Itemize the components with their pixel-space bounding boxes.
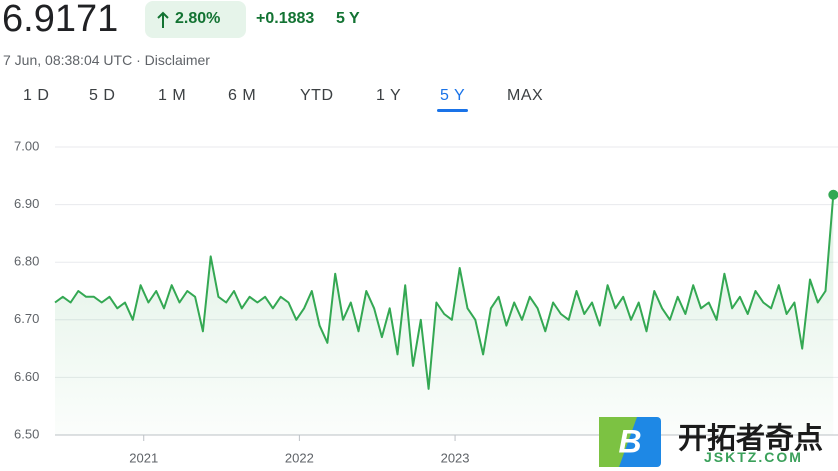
range-tab[interactable]: 5 Y — [440, 87, 466, 104]
price: 6.9171 — [2, 0, 119, 40]
range-tab[interactable]: YTD — [300, 87, 334, 104]
up-arrow-icon — [157, 11, 169, 28]
y-tick-label: 6.60 — [14, 369, 39, 384]
change-absolute: +0.1883 — [256, 10, 315, 27]
watermark-brand: 开拓者奇点 — [678, 423, 824, 455]
change-percent: 2.80% — [175, 10, 221, 27]
watermark-letter: B — [618, 423, 641, 459]
watermark-site: JSKTZ.COM — [704, 449, 803, 465]
change-period: 5 Y — [336, 10, 360, 27]
active-tab-underline — [437, 109, 468, 112]
watermark-icon: B — [599, 417, 661, 467]
y-tick-label: 7.00 — [14, 138, 39, 153]
x-tick-label: 2021 — [129, 450, 158, 465]
range-tab[interactable]: 6 M — [228, 87, 257, 104]
last-point — [828, 189, 838, 200]
change-badge — [145, 1, 246, 38]
x-tick-label: 2022 — [285, 450, 314, 465]
x-tick-label: 2023 — [441, 450, 470, 465]
range-tab[interactable]: 1 Y — [376, 87, 402, 104]
price-line — [54, 194, 835, 390]
y-tick-label: 6.80 — [14, 254, 39, 269]
range-tab[interactable]: 1 D — [23, 87, 50, 104]
y-tick-label: 6.90 — [14, 196, 39, 211]
timestamp: 7 Jun, 08:38:04 UTC · Disclaimer — [3, 52, 210, 68]
range-tab[interactable]: 5 D — [89, 87, 116, 104]
y-tick-label: 6.70 — [14, 311, 39, 326]
range-tab[interactable]: MAX — [507, 87, 544, 104]
range-tab[interactable]: 1 M — [158, 87, 187, 104]
y-tick-label: 6.50 — [14, 426, 39, 441]
